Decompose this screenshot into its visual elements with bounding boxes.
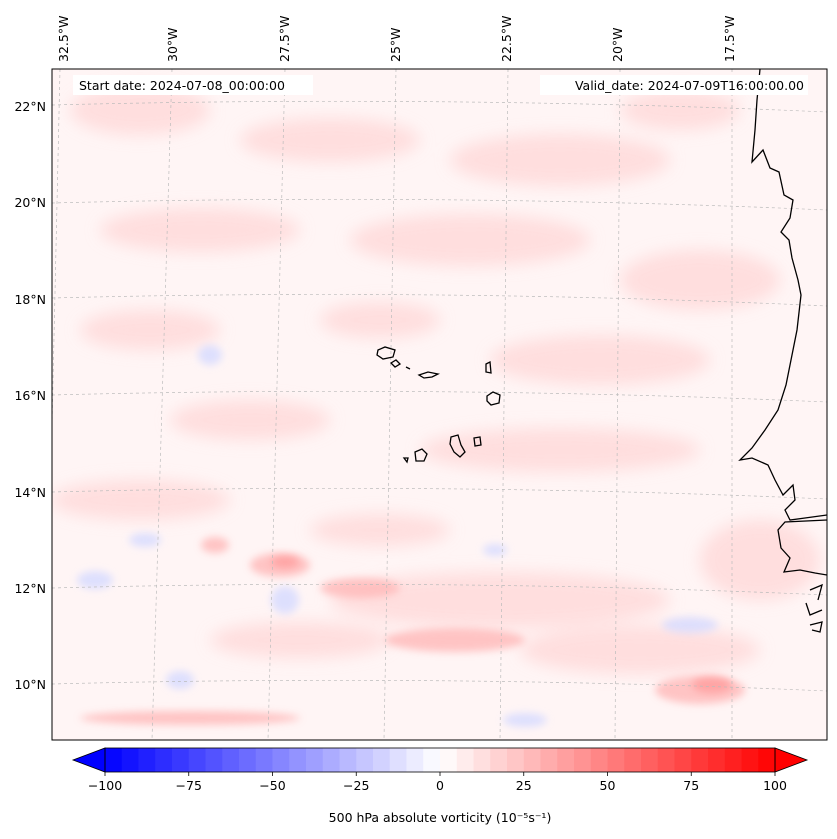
colorbar-cell: [741, 748, 759, 772]
colorbar-cell: [574, 748, 592, 772]
start-date-text: Start date: 2024-07-08_00:00:00: [79, 78, 285, 93]
colorbar-cells: [105, 748, 776, 772]
lon-label: 22.5°W: [499, 16, 514, 62]
colorbar-cell: [205, 748, 223, 772]
lat-label: 10°N: [14, 677, 46, 692]
colorbar-tick-label: −25: [343, 778, 369, 793]
colorbar-tick-label: 0: [436, 778, 444, 793]
colorbar-max-extend: [774, 747, 809, 773]
coastlines: [376, 69, 827, 633]
colorbar-tick-label: −75: [176, 778, 202, 793]
island-maio: [473, 436, 482, 447]
colorbar-cell: [641, 748, 659, 772]
colorbar-cell: [473, 748, 491, 772]
colorbar-cell: [289, 748, 307, 772]
colorbar-cell: [523, 748, 542, 772]
gridlines: [52, 69, 827, 740]
colorbar-cell: [758, 748, 776, 772]
colorbar-cell: [624, 748, 642, 772]
colorbar-cell: [456, 748, 475, 772]
colorbar-cell: [590, 748, 609, 772]
lon-label: 17.5°W: [722, 16, 737, 62]
valid-date-box: [540, 75, 808, 95]
lat-label: 16°N: [14, 388, 46, 403]
colorbar-cell: [373, 748, 391, 772]
colorbar-cell: [339, 748, 357, 772]
colorbar-cell: [557, 748, 575, 772]
vorticity-field: [52, 85, 820, 727]
lon-label: 30°W: [165, 27, 180, 62]
colorbar-cell: [322, 748, 341, 772]
colorbar-cell: [155, 748, 173, 772]
lon-label: 27.5°W: [277, 16, 292, 62]
colorbar-cell: [724, 748, 743, 772]
lon-label: 20°W: [610, 27, 625, 62]
colorbar-cell: [306, 748, 324, 772]
island-santo-antao: [376, 346, 396, 360]
colorbar-cell: [607, 748, 625, 772]
colorbar-cell: [674, 748, 692, 772]
start-date-box: [73, 75, 313, 95]
lat-label: 12°N: [14, 581, 46, 596]
colorbar-tick-label: −100: [88, 778, 122, 793]
colorbar-cell: [172, 748, 190, 772]
colorbar-cell: [406, 748, 424, 772]
map-frame: [51, 68, 828, 741]
colorbar-cell: [490, 748, 508, 772]
lat-label: 14°N: [14, 485, 46, 500]
island-brava: [402, 457, 409, 464]
colorbar-cell: [389, 748, 408, 772]
colorbar-label: 500 hPa absolute vorticity (10⁻⁵s⁻¹): [329, 810, 552, 825]
lat-label: 22°N: [14, 99, 46, 114]
island-sao-vicente: [389, 359, 402, 368]
island-sal: [485, 360, 492, 374]
colorbar-ticks: −100 −75 −50 −25 0 25 50 75 100: [88, 772, 787, 793]
colorbar-cell: [440, 748, 458, 772]
colorbar-cell: [540, 748, 558, 772]
colorbar-cell: [356, 748, 374, 772]
lat-label: 18°N: [14, 292, 46, 307]
colorbar: −100 −75 −50 −25 0 25 50 75 100 500 hPa absolute…: [71, 747, 809, 825]
colorbar-cell: [105, 748, 123, 772]
colorbar-cell: [222, 748, 240, 772]
colorbar-cell: [138, 748, 156, 772]
africa-coastline: [738, 69, 827, 633]
island-boa-vista: [486, 391, 501, 406]
colorbar-tick-label: 25: [516, 778, 532, 793]
island-santiago: [449, 434, 466, 458]
colorbar-cell: [708, 748, 726, 772]
lon-label: 32.5°W: [56, 16, 71, 62]
colorbar-cell: [239, 748, 257, 772]
colorbar-tick-label: 75: [683, 778, 699, 793]
colorbar-tick-label: 100: [763, 778, 787, 793]
latitude-labels: 22°N 20°N 18°N 16°N 14°N 12°N 10°N: [14, 99, 46, 692]
island-sao-nicolau: [417, 371, 440, 379]
colorbar-cell: [272, 748, 290, 772]
colorbar-tick-label: −50: [259, 778, 285, 793]
lat-label: 20°N: [14, 195, 46, 210]
colorbar-cell: [121, 748, 140, 772]
colorbar-cell: [188, 748, 207, 772]
colorbar-cell: [507, 748, 525, 772]
longitude-labels: 32.5°W 30°W 27.5°W 25°W 22.5°W 20°W 17.5…: [56, 16, 737, 62]
colorbar-cell: [255, 748, 274, 772]
colorbar-tick-label: 50: [600, 778, 616, 793]
lon-label: 25°W: [388, 27, 403, 62]
island-fogo: [414, 448, 428, 462]
valid-date-text: Valid_date: 2024-07-09T16:00:00.00: [575, 78, 804, 93]
colorbar-min-extend: [71, 747, 106, 773]
colorbar-cell: [657, 748, 676, 772]
colorbar-cell: [423, 748, 441, 772]
island-santa-luzia: [405, 366, 411, 370]
colorbar-cell: [691, 748, 709, 772]
